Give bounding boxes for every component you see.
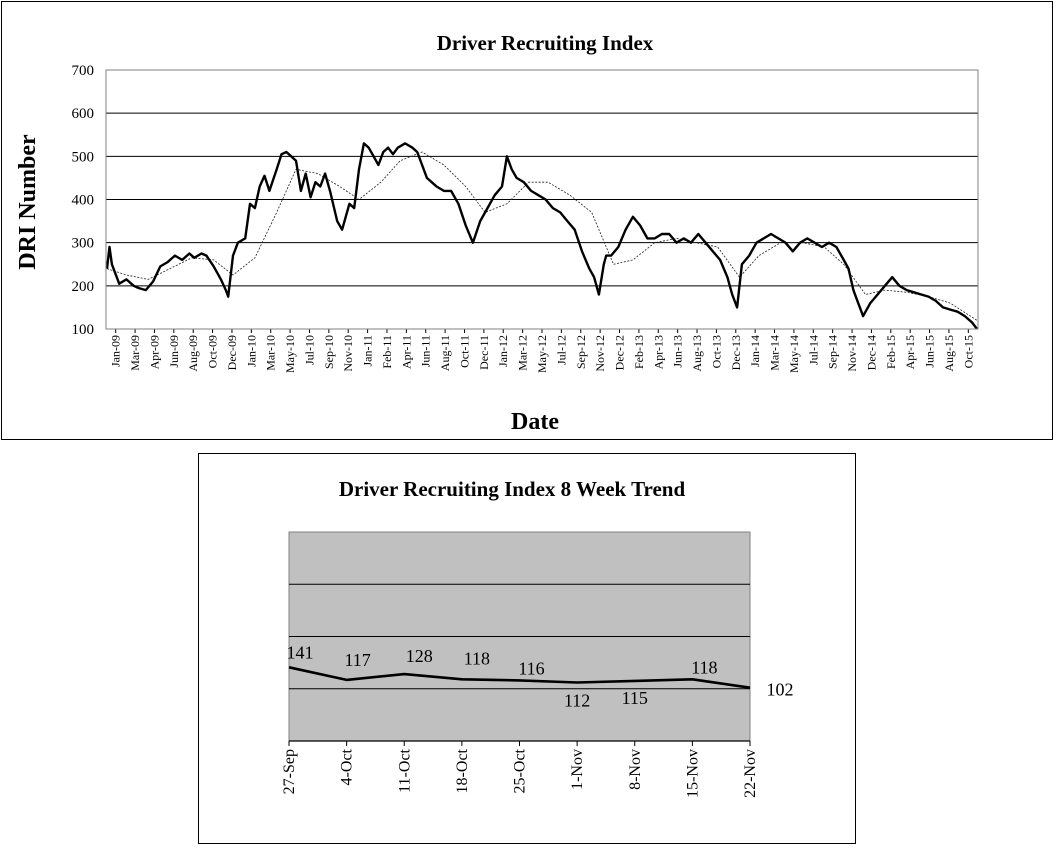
- x-tick-label: Feb-11: [380, 335, 394, 369]
- x-tick-label: Dec-14: [864, 335, 878, 370]
- plot-area: [105, 69, 979, 330]
- x-tick-label: Mar-12: [516, 335, 530, 371]
- x-tick-label: Oct-09: [206, 335, 220, 368]
- x-tick-label: Oct-11: [457, 335, 471, 368]
- x-tick-label: Dec-12: [613, 335, 627, 370]
- trend-x-tick-label: 22-Nov: [742, 749, 759, 798]
- x-tick-label: Feb-13: [632, 335, 646, 369]
- trend-data-label: 128: [406, 646, 433, 666]
- trend-line: [288, 666, 751, 689]
- trend-data-label: 115: [622, 688, 648, 708]
- x-tick-label: Jan-14: [748, 335, 762, 367]
- x-tick-label: Apr-13: [651, 335, 665, 369]
- x-tick-label: Jun-11: [419, 335, 433, 367]
- x-tick-label: Jun-13: [671, 335, 685, 368]
- x-tick-label: Jul-14: [806, 335, 820, 365]
- x-tick-label: Mar-10: [264, 335, 278, 371]
- trend-data-labels: 141 117 128 118 116 112 115 118 102: [287, 642, 794, 710]
- trend-x-tick-label: 18-Oct: [454, 748, 471, 793]
- x-tick-label: Jan-09: [109, 335, 123, 367]
- y-tick-label: 400: [72, 193, 95, 209]
- x-tick-label: May-10: [283, 335, 297, 373]
- x-axis-title: Date: [511, 409, 559, 435]
- trend-chart-panel: Driver Recruiting Index 8 Week Trend 141…: [198, 453, 856, 844]
- x-tick-label: Dec-11: [477, 335, 491, 370]
- moving-average-line: [106, 151, 978, 321]
- x-tick-label: Jan-10: [244, 335, 258, 367]
- x-tick-label: May-12: [535, 335, 549, 373]
- chart-title: Driver Recruiting Index: [437, 31, 654, 55]
- y-tick-labels: 100 200 300 400 500 600 700: [72, 63, 95, 338]
- x-tick-label: Apr-15: [903, 335, 917, 369]
- x-tick-label: Jun-09: [167, 335, 181, 368]
- x-tick-label: Oct-15: [961, 335, 975, 368]
- y-tick-label: 300: [72, 236, 95, 252]
- trend-data-label: 102: [767, 680, 794, 700]
- trend-x-axis: [288, 740, 751, 746]
- trend-x-tick-label: 11-Oct: [396, 748, 413, 792]
- x-tick-label: Sep-14: [826, 335, 840, 369]
- trend-x-tick-label: 8-Nov: [627, 749, 644, 790]
- x-tick-label: Nov-12: [593, 335, 607, 372]
- trend-x-tick-label: 15-Nov: [684, 749, 701, 798]
- y-axis-title: DRI Number: [15, 134, 41, 270]
- dri-chart-panel: Driver Recruiting Index DRI Number Date …: [1, 1, 1053, 440]
- y-tick-label: 600: [72, 106, 95, 122]
- trend-chart-title: Driver Recruiting Index 8 Week Trend: [339, 477, 686, 501]
- y-tick-label: 500: [72, 149, 95, 165]
- x-tick-label: Jun-15: [923, 335, 937, 368]
- x-tick-label: Aug-09: [186, 335, 200, 372]
- trend-x-tick-labels: 27-Sep 4-Oct 11-Oct 18-Oct 25-Oct 1-Nov 8-Nov 1…: [281, 748, 759, 797]
- x-tick-label: Apr-09: [147, 335, 161, 369]
- dri-chart: Driver Recruiting Index DRI Number Date …: [15, 31, 979, 435]
- x-tick-label: May-14: [787, 335, 801, 373]
- x-tick-label: Sep-12: [574, 335, 588, 369]
- weekly-dri-line: [105, 142, 978, 330]
- x-tick-label: Nov-10: [341, 335, 355, 372]
- x-tick-label: Aug-11: [438, 335, 452, 371]
- x-tick-label: Feb-15: [884, 335, 898, 369]
- x-tick-labels: Jan-09 Mar-09 Apr-09 Jun-09 Aug-09 Oct-09 Dec-…: [109, 329, 975, 373]
- x-tick-label: Dec-13: [729, 335, 743, 370]
- trend-grid-lines: [289, 583, 750, 690]
- x-tick-label: Aug-13: [690, 335, 704, 372]
- x-tick-label: Sep-10: [322, 335, 336, 369]
- x-tick-label: Dec-09: [225, 335, 239, 370]
- trend-x-tick-label: 4-Oct: [339, 748, 356, 785]
- x-tick-label: Mar-09: [128, 335, 142, 371]
- trend-data-label: 116: [518, 658, 544, 678]
- x-tick-label: Jul-12: [554, 335, 568, 365]
- x-tick-label: Apr-11: [399, 335, 413, 369]
- x-tick-label: Jul-10: [302, 335, 316, 365]
- x-tick-label: Mar-14: [768, 335, 782, 371]
- trend-chart: Driver Recruiting Index 8 Week Trend 141…: [281, 477, 794, 798]
- trend-data-label: 112: [564, 690, 590, 710]
- trend-data-label: 141: [287, 642, 314, 662]
- trend-x-tick-label: 25-Oct: [512, 748, 529, 793]
- x-tick-label: Aug-15: [942, 335, 956, 372]
- trend-x-tick-label: 1-Nov: [569, 749, 586, 790]
- y-tick-label: 200: [72, 279, 95, 295]
- x-tick-label: Jan-11: [361, 335, 375, 367]
- x-tick-label: Nov-14: [845, 335, 859, 372]
- y-tick-label: 700: [72, 63, 95, 79]
- trend-data-label: 118: [464, 648, 490, 668]
- trend-data-label: 118: [691, 657, 717, 677]
- x-tick-label: Oct-13: [709, 335, 723, 368]
- trend-x-tick-label: 27-Sep: [281, 749, 298, 794]
- grid-lines: [106, 69, 978, 330]
- x-tick-label: Jan-12: [496, 335, 510, 367]
- y-tick-label: 100: [72, 322, 95, 338]
- trend-data-label: 117: [344, 650, 370, 670]
